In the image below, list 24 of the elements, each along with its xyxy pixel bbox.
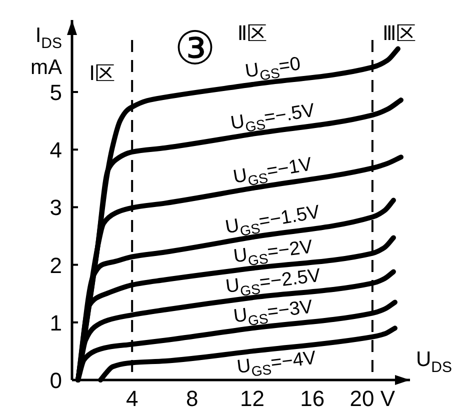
xtick-label: 20 V	[350, 386, 396, 411]
series-label: U$_{GS}$=−3V	[232, 296, 314, 329]
ytick-label: 2	[50, 252, 62, 278]
series-label: U$_{GS}$=−1.5V	[224, 202, 322, 240]
ytick-label: 1	[50, 310, 62, 336]
series-label: U$_{GS}$=−4V	[236, 348, 318, 380]
xlabel: U$_{DS}$	[416, 348, 452, 376]
annotation: Ⅲ区	[382, 23, 416, 45]
xtick-label: 12	[240, 386, 264, 411]
xtick-label: 16	[300, 386, 325, 411]
ylabel: mA	[30, 56, 62, 79]
series-label: U$_{GS}$=−.5V	[229, 100, 316, 136]
series-label: U$_{GS}$=−1V	[232, 154, 314, 189]
annotation: Ⅰ区	[89, 63, 115, 85]
ytick-label: 0	[50, 368, 62, 393]
ytick-label: 5	[50, 80, 62, 105]
title: ③	[174, 21, 216, 75]
xtick-label: 4	[126, 386, 138, 411]
xtick-label: 8	[186, 386, 198, 411]
series-label: U$_{GS}$=0	[244, 54, 302, 84]
ytick-label: 3	[50, 195, 62, 220]
ylabel: I$_{DS}$	[35, 24, 62, 52]
ytick-label: 4	[50, 138, 62, 163]
annotation: Ⅱ区	[237, 23, 268, 45]
